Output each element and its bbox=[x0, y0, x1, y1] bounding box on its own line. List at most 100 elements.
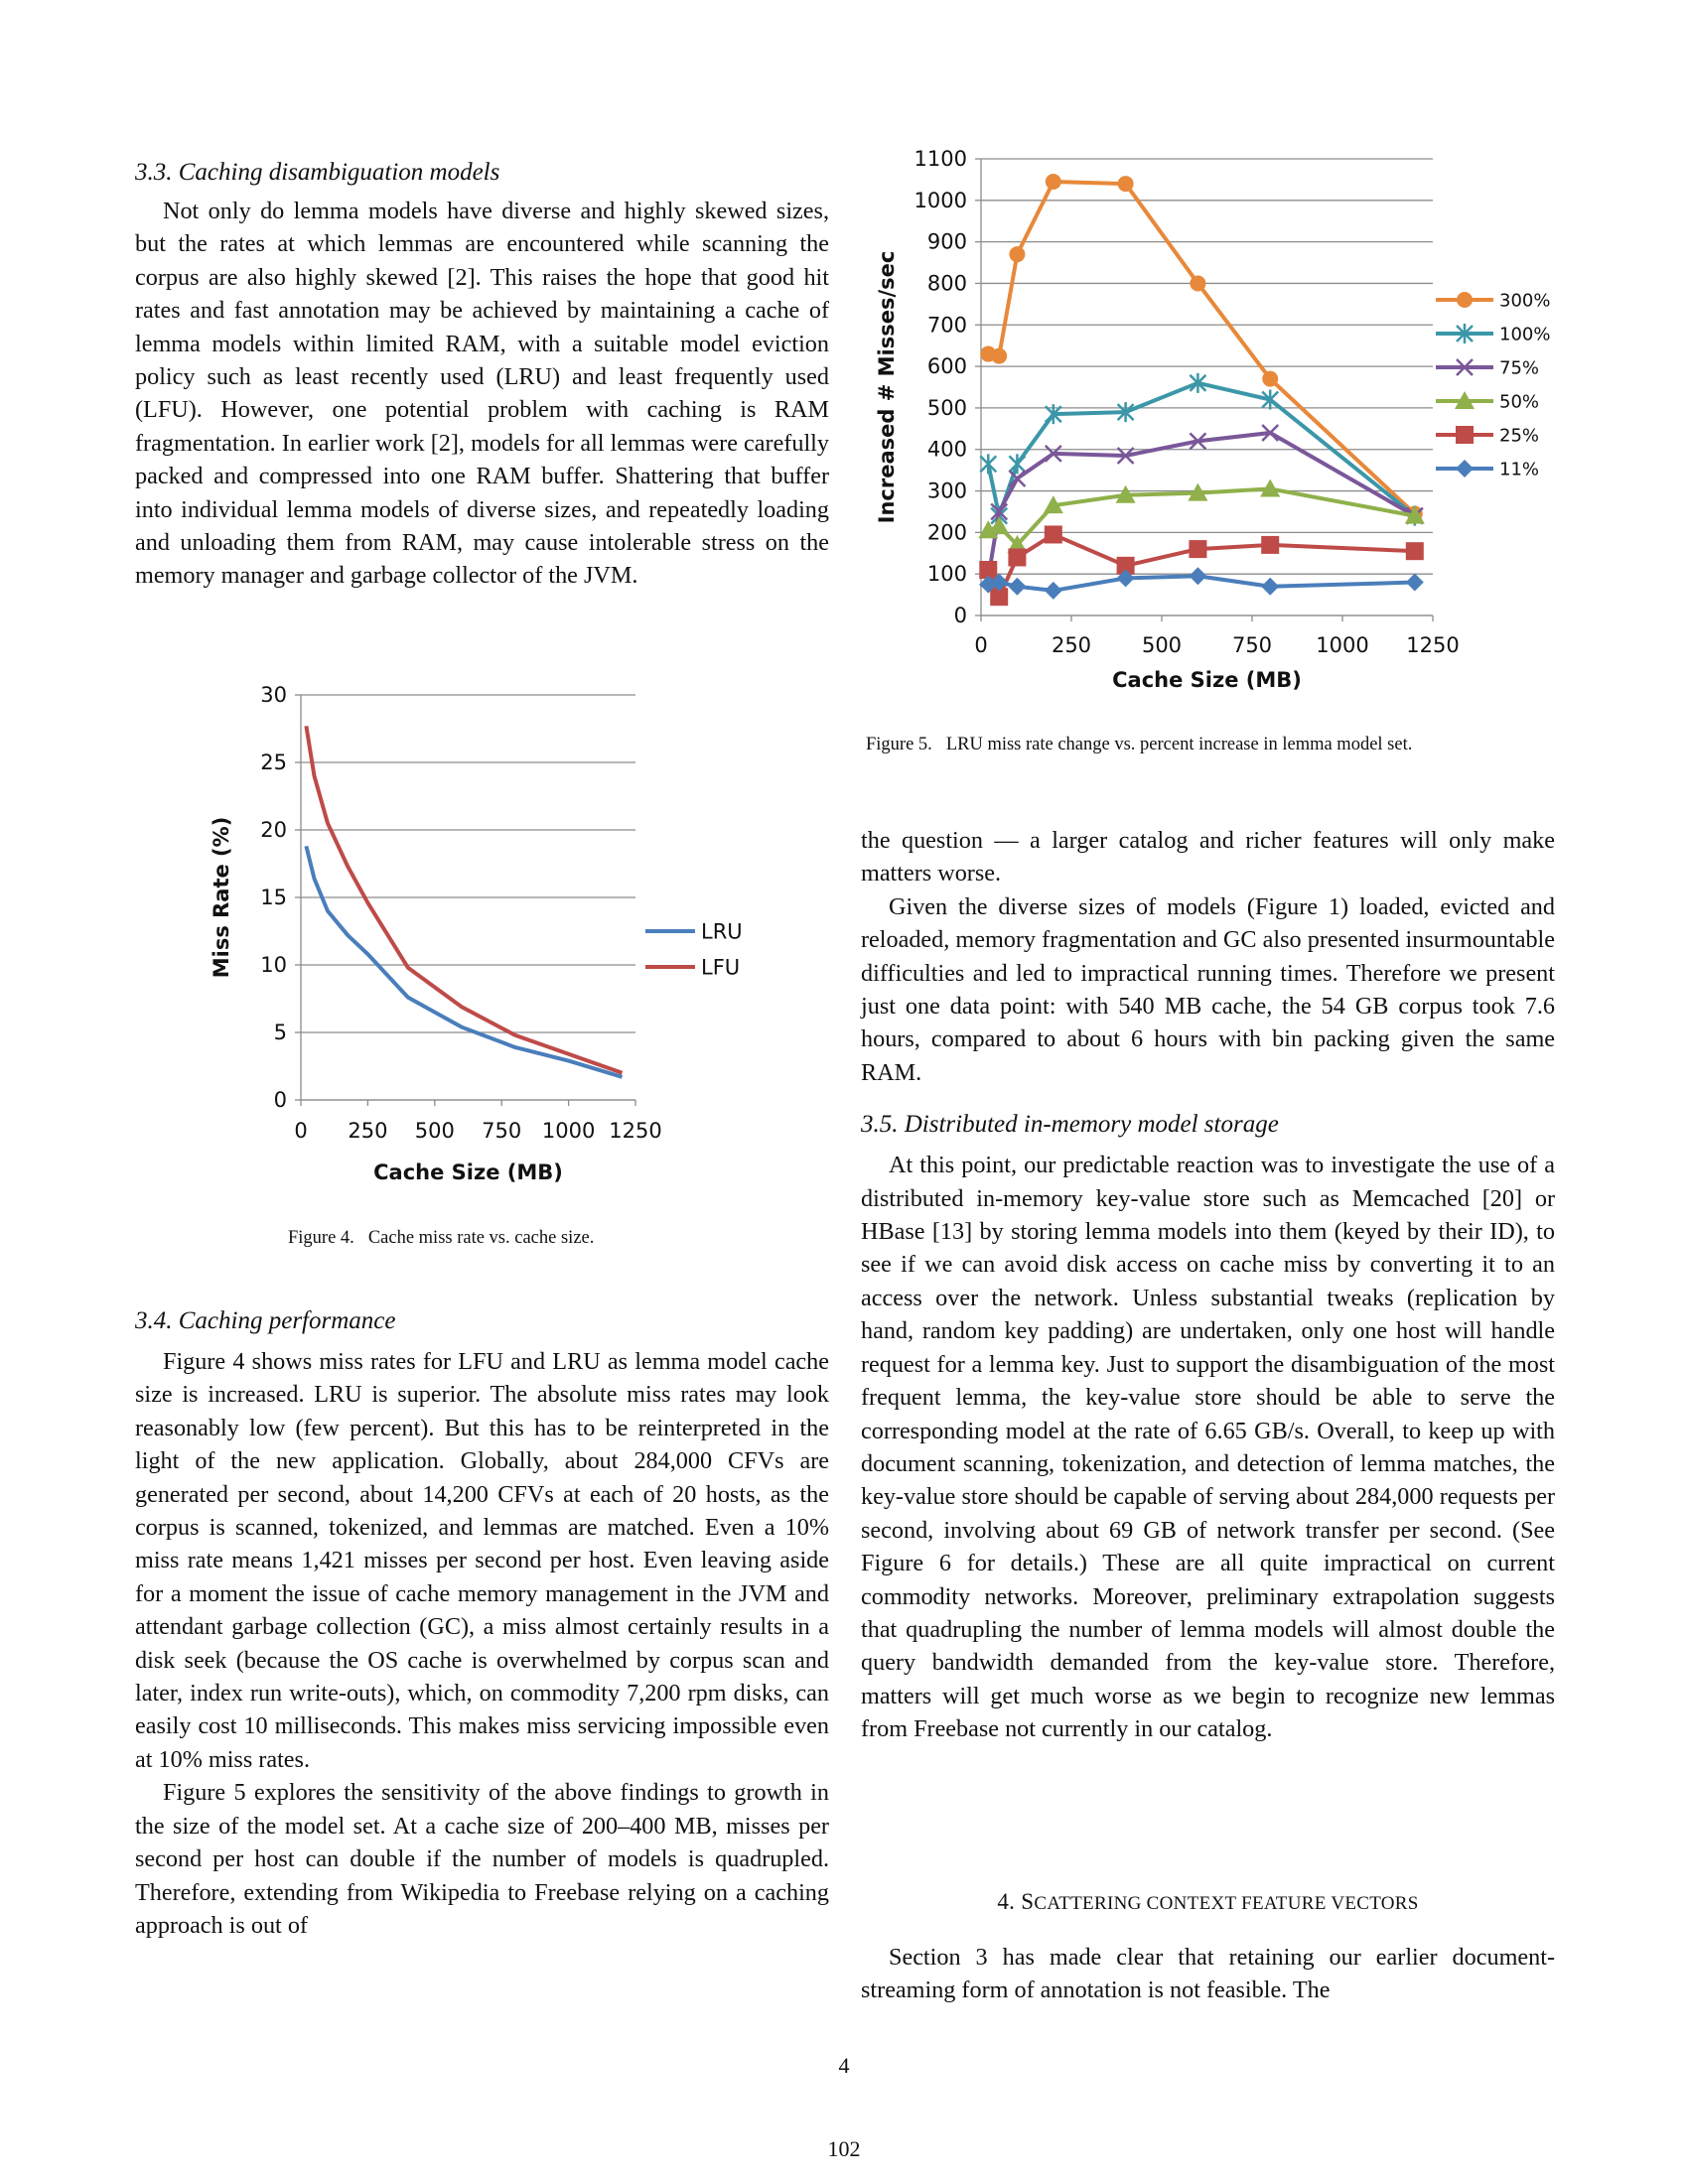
x-axis-title: Cache Size (MB) bbox=[1112, 668, 1302, 692]
data-point bbox=[990, 588, 1009, 607]
data-point bbox=[1189, 567, 1207, 586]
data-point bbox=[1260, 478, 1281, 497]
data-point bbox=[1044, 404, 1062, 425]
y-tick-label: 15 bbox=[260, 886, 287, 909]
data-point bbox=[1117, 176, 1134, 193]
y-tick-label: 700 bbox=[927, 313, 967, 337]
section-4-title-initial: S bbox=[1021, 1889, 1035, 1914]
section-3-4-paragraph-1: Figure 4 shows miss rates for LFU and LR… bbox=[135, 1348, 829, 1773]
data-point bbox=[1007, 534, 1028, 553]
y-tick-label: 0 bbox=[274, 1088, 287, 1112]
figure-5-caption-text: LRU miss rate change vs. percent increas… bbox=[945, 735, 1413, 754]
legend-marker bbox=[1456, 324, 1474, 343]
y-tick-label: 20 bbox=[260, 818, 287, 842]
x-tick-label: 0 bbox=[294, 1119, 307, 1143]
right-column: the question — a larger catalog and rich… bbox=[861, 824, 1555, 1746]
data-point bbox=[1261, 577, 1280, 596]
y-tick-label: 500 bbox=[927, 396, 967, 420]
data-point bbox=[1189, 432, 1207, 451]
legend-label: 50% bbox=[1499, 391, 1539, 412]
data-point bbox=[1189, 540, 1207, 559]
data-point bbox=[1008, 470, 1027, 487]
data-point bbox=[1404, 505, 1425, 524]
data-point bbox=[991, 347, 1008, 364]
y-tick-label: 100 bbox=[927, 562, 967, 586]
legend-label: 100% bbox=[1499, 324, 1550, 344]
data-point bbox=[1116, 556, 1135, 575]
figure-5-caption: Figure 5. LRU miss rate change vs. percen… bbox=[866, 733, 1412, 756]
data-point bbox=[979, 561, 998, 579]
y-tick-label: 25 bbox=[260, 751, 287, 774]
data-point bbox=[1115, 484, 1136, 503]
data-point bbox=[1009, 246, 1026, 263]
y-axis-title: Increased # Misses/sec bbox=[875, 251, 899, 524]
y-tick-label: 0 bbox=[954, 604, 967, 627]
data-point bbox=[1044, 581, 1062, 600]
fragmentation-paragraph: Given the diverse sizes of models (Figur… bbox=[861, 892, 1555, 1086]
x-tick-label: 0 bbox=[974, 633, 987, 657]
data-point bbox=[1261, 389, 1280, 410]
data-point bbox=[1116, 447, 1135, 465]
y-tick-label: 900 bbox=[927, 230, 967, 254]
x-tick-label: 750 bbox=[1232, 633, 1272, 657]
data-point bbox=[1116, 402, 1135, 423]
data-point bbox=[989, 516, 1010, 535]
section-3-5-heading: 3.5. Distributed in-memory model storage bbox=[861, 1111, 1279, 1139]
data-point bbox=[1261, 535, 1280, 554]
data-point bbox=[1188, 482, 1208, 501]
legend-marker bbox=[1457, 292, 1473, 308]
section-4-paragraph: Section 3 has made clear that retaining … bbox=[861, 1944, 1555, 2004]
series-line-LRU bbox=[304, 845, 624, 1079]
y-tick-label: 10 bbox=[260, 953, 287, 977]
series-line-LFU bbox=[304, 725, 624, 1075]
data-point bbox=[1043, 495, 1063, 514]
legend-label: LRU bbox=[701, 919, 743, 943]
legend-label: 25% bbox=[1499, 425, 1539, 446]
legend-label: 300% bbox=[1499, 290, 1550, 311]
y-tick-label: 30 bbox=[260, 683, 287, 707]
data-point bbox=[1190, 275, 1206, 292]
section-3-3-paragraph: Not only do lemma models have diverse an… bbox=[135, 198, 829, 590]
section-3-3-heading: 3.3. Caching disambiguation models bbox=[135, 159, 500, 186]
figure-4-caption: Figure 4. Cache miss rate vs. cache size. bbox=[288, 1226, 594, 1250]
x-tick-label: 500 bbox=[1142, 633, 1182, 657]
data-point bbox=[990, 573, 1009, 592]
figure-4-label: Figure 4. bbox=[288, 1228, 354, 1248]
x-tick-label: 1000 bbox=[1316, 633, 1368, 657]
legend-marker bbox=[1456, 426, 1474, 444]
x-tick-label: 750 bbox=[482, 1119, 521, 1143]
figure-4-chart: 0 5 10 15 20 25 30 0 250 500 750 1000 1250 Cache Size… bbox=[210, 683, 743, 1184]
section-4-heading: 4. SCATTERING CONTEXT FEATURE VECTORS bbox=[861, 1889, 1555, 1915]
data-point bbox=[990, 502, 1009, 521]
y-axis-title: Miss Rate (%) bbox=[210, 817, 233, 979]
data-point bbox=[1405, 542, 1424, 561]
data-point bbox=[1044, 445, 1062, 463]
x-tick-label: 250 bbox=[1052, 633, 1091, 657]
section-4-body: Section 3 has made clear that retaining … bbox=[861, 1941, 1555, 2007]
data-point bbox=[1008, 548, 1027, 567]
footer-page-number: 102 bbox=[827, 2136, 861, 2161]
y-tick-label: 400 bbox=[927, 438, 967, 462]
y-tick-label: 5 bbox=[274, 1021, 287, 1044]
section-4-title-rest: CATTERING CONTEXT FEATURE VECTORS bbox=[1034, 1893, 1419, 1914]
page-number: 4 bbox=[838, 2053, 850, 2078]
figure-5-label: Figure 5. bbox=[866, 735, 932, 754]
x-tick-label: 500 bbox=[415, 1119, 455, 1143]
legend-label: 11% bbox=[1499, 459, 1539, 479]
data-point bbox=[979, 575, 998, 594]
y-tick-label: 300 bbox=[927, 479, 967, 503]
y-tick-label: 1000 bbox=[914, 189, 967, 212]
continued-paragraph: the question — a larger catalog and rich… bbox=[861, 827, 1555, 887]
data-point bbox=[1262, 370, 1279, 387]
y-tick-label: 1100 bbox=[914, 147, 967, 171]
data-point bbox=[1261, 424, 1280, 442]
data-point bbox=[1116, 569, 1135, 588]
y-tick-label: 600 bbox=[927, 354, 967, 378]
y-tick-label: 800 bbox=[927, 271, 967, 295]
data-point bbox=[1405, 573, 1424, 592]
left-column-top: 3.3. Caching disambiguation models Not o… bbox=[135, 157, 829, 593]
data-point bbox=[1189, 372, 1207, 393]
figure-4-caption-text: Cache miss rate vs. cache size. bbox=[367, 1228, 595, 1248]
x-tick-label: 1250 bbox=[1406, 633, 1459, 657]
